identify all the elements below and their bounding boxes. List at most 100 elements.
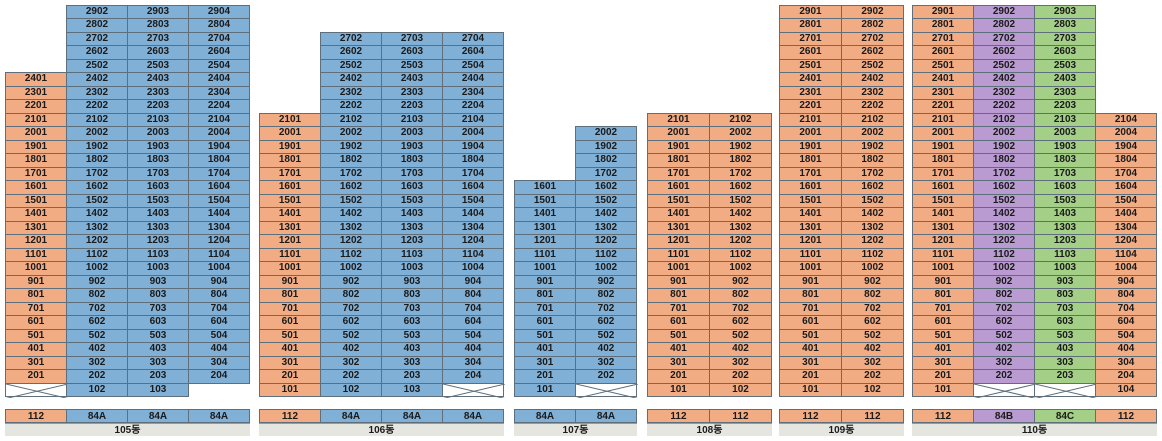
unit-cell[interactable]: 1201 [259, 234, 321, 249]
unit-cell[interactable]: 2404 [442, 72, 504, 87]
unit-cell[interactable]: 401 [647, 342, 710, 357]
unit-cell[interactable]: 1502 [575, 193, 637, 208]
unit-cell[interactable]: 2401 [912, 72, 974, 87]
unit-cell[interactable]: 2802 [66, 18, 128, 33]
unit-cell[interactable]: 2702 [320, 31, 382, 46]
unit-cell[interactable]: 601 [514, 315, 576, 330]
unit-cell[interactable]: 902 [575, 274, 637, 289]
unit-cell[interactable]: 2202 [841, 99, 904, 114]
unit-cell[interactable]: 2102 [841, 112, 904, 127]
unit-cell[interactable]: 1804 [442, 153, 504, 168]
unit-cell[interactable]: 704 [1095, 301, 1157, 316]
unit-cell[interactable]: 1801 [779, 153, 842, 168]
unit-cell[interactable]: 1403 [1034, 207, 1096, 222]
unit-cell[interactable]: 601 [647, 315, 710, 330]
unit-cell[interactable]: 901 [5, 274, 67, 289]
unit-cell[interactable]: 1702 [709, 166, 772, 181]
unit-cell[interactable]: 1803 [1034, 153, 1096, 168]
unit-cell[interactable]: 101 [647, 382, 710, 397]
unit-cell[interactable]: 1904 [188, 139, 250, 154]
unit-cell[interactable]: 603 [1034, 315, 1096, 330]
unit-cell[interactable]: 404 [188, 342, 250, 357]
unit-cell[interactable]: 802 [320, 288, 382, 303]
unit-cell[interactable]: 202 [973, 369, 1035, 384]
unit-cell[interactable]: 2803 [1034, 18, 1096, 33]
unit-cell[interactable]: 2104 [1095, 112, 1157, 127]
unit-cell[interactable]: 204 [1095, 369, 1157, 384]
unit-cell[interactable]: 1903 [127, 139, 189, 154]
unit-cell[interactable]: 2002 [320, 126, 382, 141]
unit-cell[interactable]: 301 [647, 355, 710, 370]
unit-cell[interactable]: 901 [259, 274, 321, 289]
unit-cell[interactable]: 604 [1095, 315, 1157, 330]
unit-cell[interactable]: 802 [66, 288, 128, 303]
unit-cell[interactable]: 2004 [442, 126, 504, 141]
unit-cell[interactable]: 2101 [647, 112, 710, 127]
unit-cell[interactable]: 101 [259, 382, 321, 397]
unit-cell[interactable]: 2203 [127, 99, 189, 114]
unit-cell[interactable]: 1801 [259, 153, 321, 168]
unit-cell[interactable]: 1203 [381, 234, 443, 249]
unit-cell[interactable]: 2401 [5, 72, 67, 87]
unit-cell[interactable]: 801 [5, 288, 67, 303]
unit-cell[interactable]: 2403 [1034, 72, 1096, 87]
unit-cell[interactable]: 501 [5, 328, 67, 343]
unit-cell[interactable]: 2104 [442, 112, 504, 127]
unit-cell[interactable]: 2402 [973, 72, 1035, 87]
unit-cell[interactable]: 803 [1034, 288, 1096, 303]
unit-cell[interactable]: 702 [841, 301, 904, 316]
unit-cell[interactable]: 1102 [575, 247, 637, 262]
unit-cell[interactable]: 302 [320, 355, 382, 370]
unit-cell[interactable]: 2303 [127, 85, 189, 100]
unit-cell[interactable]: 1804 [1095, 153, 1157, 168]
unit-cell[interactable]: 801 [779, 288, 842, 303]
unit-cell[interactable]: 1603 [1034, 180, 1096, 195]
unit-cell[interactable]: 2702 [973, 31, 1035, 46]
unit-cell[interactable]: 303 [381, 355, 443, 370]
unit-cell[interactable]: 1601 [647, 180, 710, 195]
unit-cell[interactable]: 2603 [381, 45, 443, 60]
unit-cell[interactable]: 1201 [647, 234, 710, 249]
unit-cell[interactable]: 2802 [973, 18, 1035, 33]
unit-cell[interactable]: 1501 [912, 193, 974, 208]
unit-cell[interactable]: 2902 [841, 4, 904, 19]
unit-cell[interactable]: 2801 [779, 18, 842, 33]
unit-cell[interactable]: 802 [575, 288, 637, 303]
unit-cell[interactable]: 2602 [66, 45, 128, 60]
unit-cell[interactable]: 1603 [381, 180, 443, 195]
unit-cell[interactable]: 1602 [575, 180, 637, 195]
unit-cell[interactable]: 2101 [912, 112, 974, 127]
unit-cell[interactable]: 102 [841, 382, 904, 397]
unit-cell[interactable]: 2902 [973, 4, 1035, 19]
unit-cell[interactable]: 2504 [188, 58, 250, 73]
unit-cell[interactable]: 1001 [779, 261, 842, 276]
unit-cell[interactable]: 903 [127, 274, 189, 289]
unit-cell[interactable]: 2603 [127, 45, 189, 60]
unit-cell[interactable]: 2101 [5, 112, 67, 127]
unit-cell[interactable]: 304 [442, 355, 504, 370]
unit-cell[interactable]: 403 [381, 342, 443, 357]
unit-cell[interactable]: 2304 [188, 85, 250, 100]
unit-cell[interactable]: 1404 [442, 207, 504, 222]
unit-cell[interactable]: 1504 [188, 193, 250, 208]
unit-cell[interactable]: 404 [442, 342, 504, 357]
unit-cell[interactable]: 2601 [912, 45, 974, 60]
unit-cell[interactable]: 2001 [912, 126, 974, 141]
unit-cell[interactable]: 803 [127, 288, 189, 303]
unit-cell[interactable]: 802 [709, 288, 772, 303]
unit-cell[interactable]: 1204 [188, 234, 250, 249]
unit-cell[interactable]: 702 [575, 301, 637, 316]
unit-cell[interactable]: 402 [841, 342, 904, 357]
unit-cell[interactable]: 1401 [259, 207, 321, 222]
unit-cell[interactable]: 1902 [575, 139, 637, 154]
unit-cell[interactable]: 2303 [381, 85, 443, 100]
unit-cell[interactable]: 1204 [442, 234, 504, 249]
unit-cell[interactable]: 502 [320, 328, 382, 343]
unit-cell[interactable]: 2002 [575, 126, 637, 141]
unit-cell[interactable]: 1301 [779, 220, 842, 235]
unit-cell[interactable]: 403 [127, 342, 189, 357]
unit-cell[interactable]: 604 [188, 315, 250, 330]
unit-cell[interactable]: 1501 [779, 193, 842, 208]
unit-cell[interactable]: 1103 [381, 247, 443, 262]
unit-cell[interactable]: 1304 [188, 220, 250, 235]
